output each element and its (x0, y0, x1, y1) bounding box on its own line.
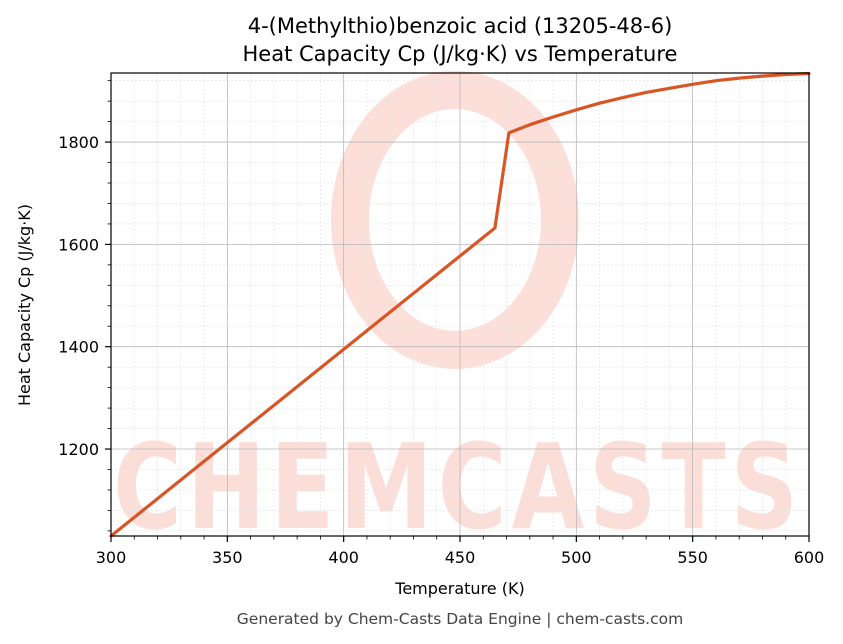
watermark-text: CHEMCASTS (113, 418, 803, 556)
footer-credit: Generated by Chem-Casts Data Engine | ch… (237, 610, 683, 628)
x-tick-label: 600 (794, 548, 825, 567)
x-tick-label: 300 (96, 548, 127, 567)
chart-title-line-1: 4-(Methylthio)benzoic acid (13205-48-6) (248, 14, 673, 38)
x-axis-label: Temperature (K) (394, 579, 524, 598)
y-axis-label: Heat Capacity Cp (J/kg·K) (15, 204, 34, 406)
y-tick-label: 1600 (58, 235, 99, 254)
watermark: CHEMCASTS (113, 71, 803, 556)
x-tick-label: 450 (445, 548, 476, 567)
x-tick-label: 350 (212, 548, 243, 567)
watermark-logo-ring (331, 71, 579, 369)
x-tick-label: 400 (328, 548, 359, 567)
x-axis-ticks: 300 350 400 450 500 550 600 (96, 536, 825, 567)
y-tick-label: 1400 (58, 338, 99, 357)
series-line (109, 71, 811, 538)
y-tick-label: 1200 (58, 440, 99, 459)
y-axis-ticks: 1200 1400 1600 1800 (58, 80, 111, 532)
y-tick-label: 1800 (58, 133, 99, 152)
x-tick-label: 500 (561, 548, 592, 567)
chart-title-line-2: Heat Capacity Cp (J/kg·K) vs Temperature (243, 42, 678, 66)
x-tick-label: 550 (677, 548, 708, 567)
